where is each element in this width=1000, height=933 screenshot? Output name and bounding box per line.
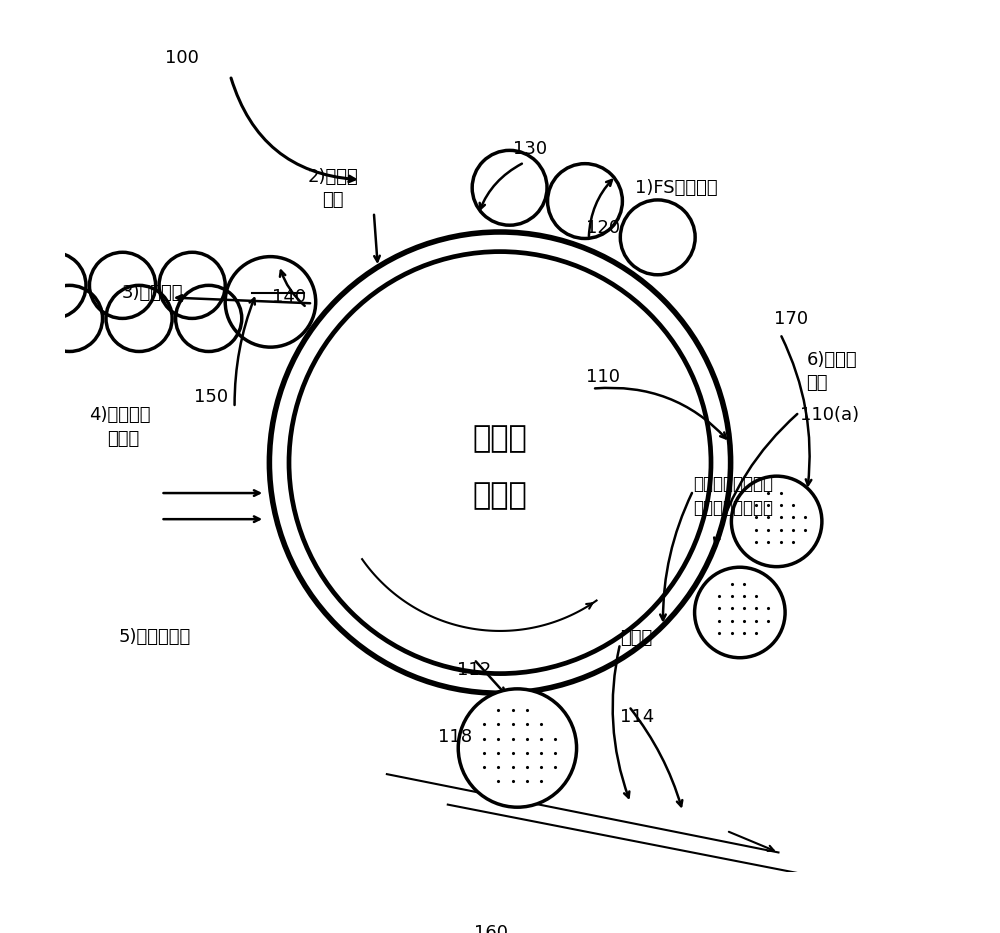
Text: 170: 170 (774, 310, 809, 328)
Circle shape (458, 689, 577, 807)
Text: 系统: 系统 (806, 373, 828, 392)
Text: 中心成: 中心成 (473, 424, 527, 453)
Text: 5)压印辊转印: 5)压印辊转印 (119, 628, 191, 646)
Circle shape (837, 874, 886, 923)
Text: 110(a): 110(a) (800, 406, 859, 424)
Text: 制系统: 制系统 (107, 430, 139, 448)
Text: 120: 120 (586, 218, 620, 237)
Text: 130: 130 (513, 140, 548, 159)
Text: 案化: 案化 (322, 190, 344, 209)
Text: 硬树脂表面（与所: 硬树脂表面（与所 (693, 475, 773, 494)
Circle shape (731, 476, 822, 566)
Text: 140: 140 (272, 288, 306, 306)
Text: 118: 118 (438, 728, 472, 745)
Text: 4)流变学控: 4)流变学控 (89, 406, 151, 424)
Text: 110: 110 (586, 369, 620, 386)
Text: 纸路径: 纸路径 (620, 630, 652, 648)
Text: 2)激光图: 2)激光图 (308, 168, 358, 187)
Text: 1)FS润湿系统: 1)FS润湿系统 (635, 179, 718, 198)
Text: 160: 160 (474, 925, 508, 933)
Text: 112: 112 (457, 661, 491, 678)
Text: 有系统相互作用）: 有系统相互作用） (693, 499, 773, 517)
Text: 150: 150 (194, 388, 228, 407)
Text: 3)着墨单元: 3)着墨单元 (121, 284, 183, 302)
Text: 像圆筒: 像圆筒 (473, 481, 527, 510)
Circle shape (695, 567, 785, 658)
Text: 6)清洗辊: 6)清洗辊 (806, 351, 857, 369)
Text: 100: 100 (165, 49, 199, 67)
Text: 114: 114 (620, 708, 655, 726)
